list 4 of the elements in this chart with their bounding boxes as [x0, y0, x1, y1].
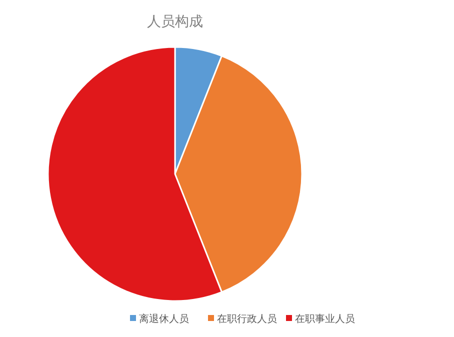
legend-label: 在职事业人员 [295, 313, 355, 325]
chart-title: 人员构成 [147, 14, 203, 30]
legend-label: 离退休人员 [139, 313, 189, 325]
legend-label: 在职行政人员 [217, 313, 277, 325]
